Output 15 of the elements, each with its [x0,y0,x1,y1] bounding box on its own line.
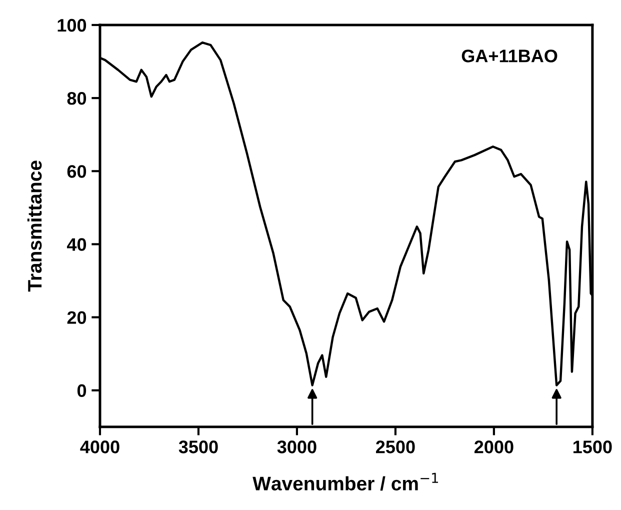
y-tick-label: 100 [58,18,86,32]
x-tick-label: 2000 [474,440,514,454]
y-tick-label: 20 [67,311,86,324]
x-tick-label: 2500 [376,440,415,454]
x-tick-label: 3500 [178,440,218,454]
annotation: GA+11BAO [462,50,558,62]
y-tick-label: 0 [77,384,86,398]
x-tick-label: 4000 [80,440,120,454]
x-tick-label: 3000 [277,440,316,454]
y-tick-label: 80 [67,92,86,105]
y-tick-label: 60 [67,165,86,178]
y-axis-title: Transmittance [27,160,42,292]
x-tick-label: 1500 [573,440,612,454]
x-axis-title: Wavenumber / cm$^{−1}$ [252,472,438,491]
y-tick-label: 40 [66,238,86,251]
